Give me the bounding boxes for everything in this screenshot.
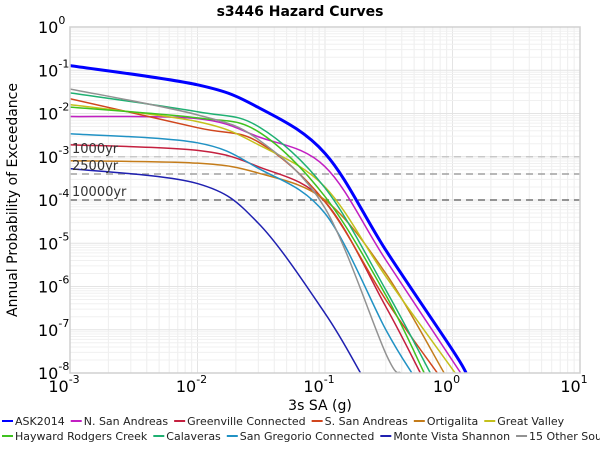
- x-tick-label: 10-1: [303, 373, 334, 396]
- return-period-labels: 1000yr 2500yr 10000yr: [72, 142, 127, 200]
- x-tick-labels: 10-3 10-2 10-1 100 101: [48, 373, 587, 396]
- return-period-label: 2500yr: [72, 159, 119, 174]
- legend: ASK2014 N. San Andreas Greenville Connecte…: [2, 415, 600, 443]
- ortigalita-curve: [70, 159, 445, 373]
- y-tick-label: 100: [38, 14, 65, 37]
- legend-item[interactable]: Ortigalita: [413, 415, 478, 428]
- legend-item[interactable]: San Gregorio Connected: [226, 430, 375, 443]
- legend-item[interactable]: ASK2014: [2, 415, 65, 428]
- greenville-connected-curve: [70, 143, 422, 373]
- return-period-label: 10000yr: [72, 185, 127, 200]
- plot-frame: [69, 26, 581, 374]
- legend-item[interactable]: N. San Andreas: [70, 415, 169, 428]
- x-tick-label: 100: [433, 373, 460, 396]
- y-tick-label: 10-4: [38, 187, 69, 210]
- x-axis-label: 3s SA (g): [288, 398, 352, 414]
- legend-label: Hayward Rodgers Creek: [15, 430, 148, 443]
- x-tick-label: 101: [560, 373, 587, 396]
- y-tick-label: 10-3: [38, 144, 69, 167]
- legend-label: Great Valley: [497, 415, 564, 428]
- legend-item[interactable]: Monte Vista Shannon: [380, 430, 510, 443]
- curves: [70, 64, 468, 373]
- hayward-rodgers-creek-curve: [70, 106, 425, 373]
- legend-item[interactable]: Greenville Connected: [174, 415, 306, 428]
- return-period-label: 1000yr: [72, 142, 119, 157]
- legend-label: S. San Andreas: [325, 415, 408, 428]
- y-tick-labels: 100 10-1 10-2 10-3 10-4 10-5 10-6 10-7 10-8: [38, 14, 69, 383]
- legend-label: N. San Andreas: [84, 415, 169, 428]
- 15-other-sources-curve: [70, 88, 401, 373]
- legend-label: 15 Other Sources: [529, 430, 600, 443]
- legend-item[interactable]: S. San Andreas: [311, 415, 408, 428]
- y-tick-label: 10-1: [38, 57, 69, 80]
- calaveras-curve: [70, 92, 431, 373]
- ask2014-curve: [70, 64, 468, 373]
- y-tick-label: 10-8: [38, 360, 69, 383]
- x-tick-label: 10-2: [176, 373, 207, 396]
- y-tick-label: 10-6: [38, 274, 69, 297]
- great-valley-curve: [70, 103, 456, 373]
- x-tick-label: 10-3: [48, 373, 79, 396]
- legend-label: Greenville Connected: [187, 415, 306, 428]
- legend-label: Monte Vista Shannon: [393, 430, 510, 443]
- legend-item[interactable]: 15 Other Sources: [516, 430, 600, 443]
- legend-label: ASK2014: [15, 415, 65, 428]
- y-tick-label: 10-7: [38, 317, 69, 340]
- legend-label: Calaveras: [166, 430, 221, 443]
- san-gregorio-connected-curve: [70, 133, 413, 373]
- legend-item[interactable]: Hayward Rodgers Creek: [2, 430, 148, 443]
- legend-item[interactable]: Great Valley: [484, 415, 565, 428]
- legend-label: San Gregorio Connected: [240, 430, 375, 443]
- y-axis-label: Annual Probability of Exceedance: [5, 83, 21, 317]
- y-tick-label: 10-5: [38, 230, 69, 253]
- y-tick-label: 10-2: [38, 101, 69, 124]
- chart-title: s3446 Hazard Curves: [217, 4, 384, 20]
- legend-label: Ortigalita: [427, 415, 478, 428]
- legend-item[interactable]: Calaveras: [153, 430, 221, 443]
- monte-vista-shannon-curve: [70, 167, 362, 373]
